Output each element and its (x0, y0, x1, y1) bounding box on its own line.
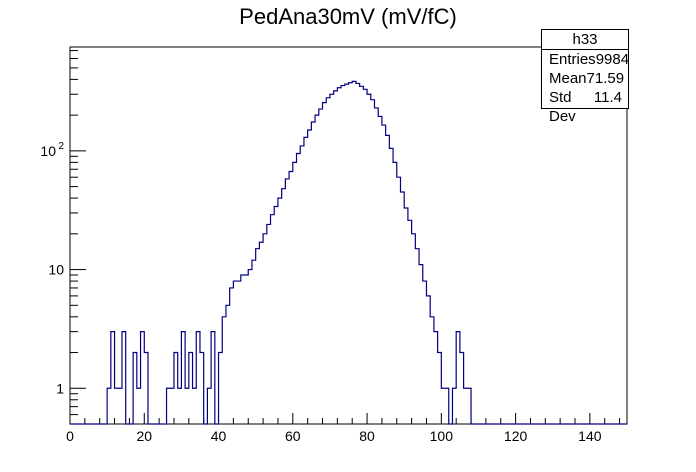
x-tick-label: 0 (66, 428, 74, 444)
stats-row-mean: Mean 71.59 (542, 69, 628, 88)
x-tick-label: 140 (578, 428, 602, 444)
stats-box-name: h33 (542, 30, 628, 50)
x-tick-label: 80 (359, 428, 375, 444)
x-tick-label: 100 (430, 428, 454, 444)
plot-frame (69, 46, 628, 425)
chart-title: PedAna30mV (mV/fC) (239, 4, 457, 29)
x-tick-label: 60 (285, 428, 301, 444)
y-tick-label: 10 (40, 143, 56, 159)
stats-label: Entries (549, 51, 596, 68)
y-tick-label: 10 (48, 262, 64, 278)
stats-label: Mean (549, 70, 587, 87)
y-tick-label-exponent: 2 (58, 141, 64, 152)
stats-value: 11.4 (593, 89, 622, 106)
stats-value: 71.59 (586, 70, 625, 87)
x-tick-label: 120 (504, 428, 528, 444)
stats-value: 9984 (595, 51, 630, 68)
stats-label: Std Dev (549, 89, 576, 125)
stats-row-stddev: Std Dev 11.4 (542, 88, 628, 125)
x-tick-label: 40 (211, 428, 227, 444)
stats-box: h33 Entries 9984 Mean 71.59 Std Dev 11.4 (541, 29, 630, 125)
stats-row-entries: Entries 9984 (542, 50, 630, 69)
histogram-series-line (70, 80, 627, 425)
x-tick-label: 20 (136, 428, 152, 444)
y-tick-label: 1 (56, 380, 64, 396)
